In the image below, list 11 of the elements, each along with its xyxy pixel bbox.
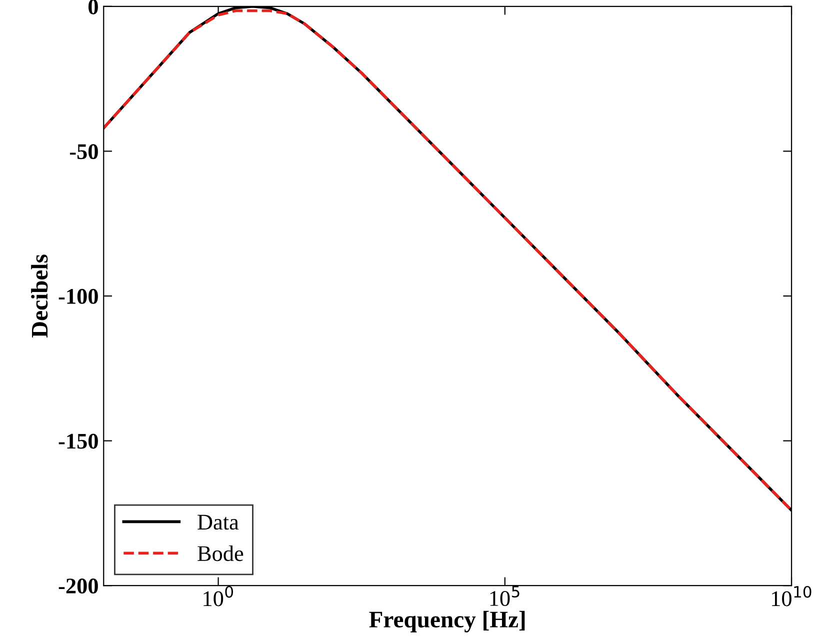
- legend-label: Bode: [198, 545, 244, 562]
- x-tick-label: 10$^{10}$: [772, 586, 812, 606]
- y-axis-title: Decibels: [31, 254, 48, 338]
- x-tick-label: 10$^{0}$: [204, 586, 234, 606]
- legend-label: Data: [198, 514, 239, 530]
- y-tick-label: -50: [70, 144, 98, 160]
- x-axis-title: Frequency [Hz]: [369, 610, 525, 632]
- y-tick-label: -150: [58, 434, 98, 449]
- y-tick-label: -100: [58, 288, 98, 304]
- x-tick-label: 10$^{5}$: [490, 586, 520, 606]
- y-tick-label: -200: [58, 578, 98, 594]
